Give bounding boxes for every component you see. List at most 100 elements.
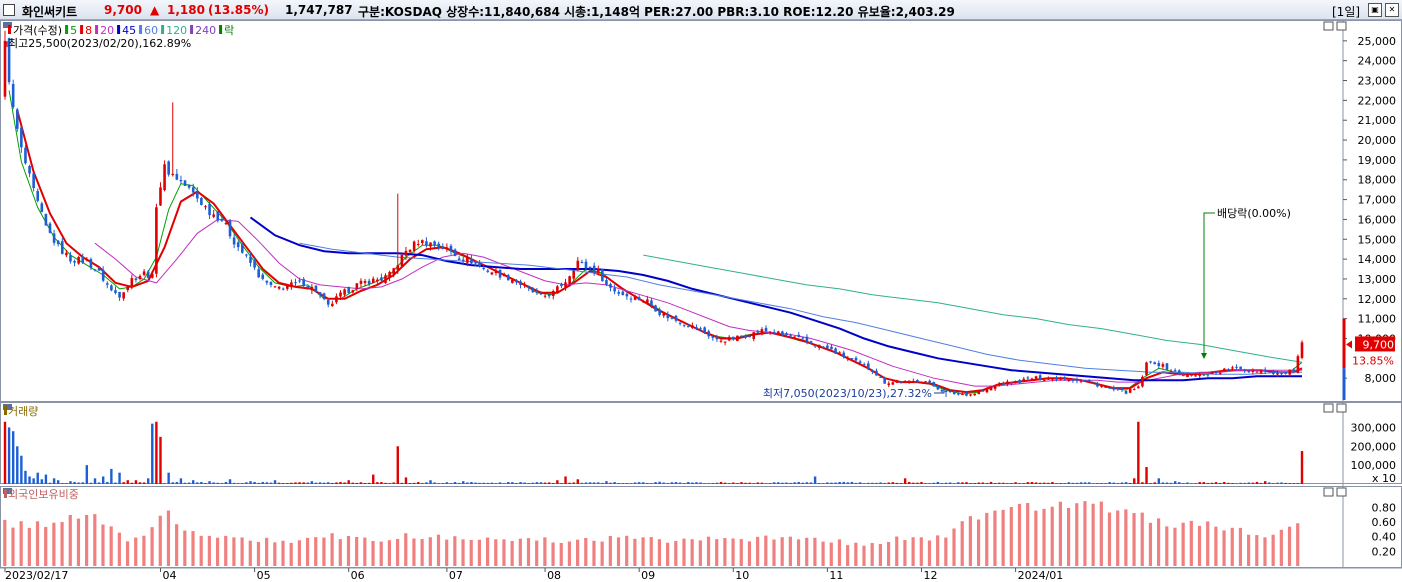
candle-body	[236, 242, 240, 248]
candle-body	[903, 380, 907, 383]
candle-body	[277, 286, 281, 289]
foreign-ratio-bar	[584, 538, 588, 566]
candle-body	[273, 286, 277, 288]
date-tick-label: 09	[641, 569, 655, 582]
candle-body	[1038, 375, 1042, 380]
close-icon[interactable]: ✕	[1385, 3, 1399, 17]
pane-close-icon[interactable]	[1336, 403, 1347, 413]
select-checkbox[interactable]	[3, 4, 15, 16]
volume-bar	[621, 483, 625, 484]
candle-body	[466, 257, 469, 263]
price-pane-menu-icon[interactable]	[3, 22, 12, 28]
candle-body	[445, 247, 449, 249]
maximize-icon[interactable]: ▣	[1368, 3, 1382, 17]
candle-body	[838, 352, 841, 354]
change-arrow-icon: ▲	[150, 3, 160, 17]
candle-body	[1165, 363, 1169, 370]
candle-body	[253, 260, 256, 268]
foreign-ratio-bar	[715, 539, 719, 566]
candle-body	[768, 332, 772, 334]
volume-bar	[1043, 482, 1046, 484]
volume-bar	[1133, 478, 1136, 484]
foreign-ratio-bar	[3, 519, 7, 566]
candle-body	[146, 271, 150, 279]
foreign-ratio-bar	[780, 537, 784, 566]
candle-body	[306, 286, 310, 288]
candle-body	[1047, 378, 1050, 380]
volume-bar	[1120, 482, 1124, 484]
candle-body	[257, 269, 260, 278]
pane-close-icon[interactable]	[1336, 487, 1347, 497]
volume-bar	[56, 480, 60, 484]
volume-bar	[1206, 483, 1210, 484]
candle-body	[204, 206, 207, 208]
candle-body	[1128, 388, 1132, 393]
volume-bar	[1284, 482, 1287, 484]
candle-body	[101, 269, 105, 281]
legend-entry: 8	[85, 24, 92, 37]
foreign-ratio-bar	[355, 537, 359, 566]
volume-bar	[1194, 483, 1197, 484]
volume-bar	[147, 478, 150, 484]
price-change-pct: (13.85%)	[208, 3, 269, 17]
stock-info: 구분:KOSDAQ 상장수:11,840,684 시총:1,148억 PER:2…	[358, 5, 955, 19]
volume-bar	[486, 482, 489, 484]
volume-bar	[1153, 482, 1156, 484]
volume-bar	[822, 483, 825, 484]
volume-bar	[838, 482, 841, 484]
price-tick-label: 18,000	[1358, 174, 1397, 187]
volume-bar	[290, 482, 293, 484]
candle-body	[670, 317, 674, 319]
volume-bar	[531, 482, 535, 484]
volume-bar	[449, 483, 453, 484]
foreign-ratio-bar	[821, 541, 825, 566]
volume-pane-menu-icon[interactable]	[3, 404, 12, 410]
volume-bar	[1288, 483, 1291, 484]
volume-bar	[981, 482, 985, 484]
foreign-ratio-bar	[796, 539, 801, 566]
volume-bar	[7, 427, 11, 484]
volume-bar	[658, 481, 661, 484]
foreign-ratio-bar	[1132, 513, 1136, 566]
candle-body	[842, 352, 846, 358]
pane-restore-icon[interactable]	[1323, 21, 1334, 31]
candle-body	[695, 327, 698, 330]
candle-body	[907, 380, 911, 382]
candle-body	[183, 180, 187, 186]
candle-body	[1239, 366, 1242, 369]
pane-restore-icon[interactable]	[1323, 487, 1334, 497]
volume-bar	[903, 478, 907, 484]
period-selector[interactable]: [1일]	[1332, 5, 1361, 19]
candle-body	[965, 393, 968, 396]
candle-body	[719, 340, 723, 342]
candle-body	[613, 288, 616, 292]
volume-bar	[715, 482, 719, 484]
foreign-ratio-bar	[281, 540, 285, 566]
date-tick-label: 11	[829, 569, 843, 582]
candle-body	[1120, 387, 1124, 390]
candle-body	[1087, 380, 1091, 382]
foreign-ratio-bar	[265, 537, 269, 566]
volume-bar	[81, 482, 84, 484]
candle-body	[957, 393, 960, 395]
candle-body	[298, 280, 301, 282]
foreign-ratio-bar	[436, 534, 441, 566]
candle-body	[887, 383, 891, 386]
pane-restore-icon[interactable]	[1323, 403, 1334, 413]
volume-bar	[1186, 482, 1189, 484]
pane-close-icon[interactable]	[1336, 21, 1347, 31]
volume-bar	[969, 483, 972, 484]
foreign-ratio-bar	[1238, 527, 1243, 566]
price-tick-label: 17,000	[1358, 194, 1397, 207]
candle-body	[633, 296, 637, 300]
volume-bar	[175, 482, 179, 484]
price-tick-label: 20,000	[1358, 134, 1397, 147]
candle-body	[502, 273, 506, 277]
volume-bar	[122, 482, 125, 484]
foreign-pane-menu-icon[interactable]	[3, 488, 12, 494]
volume-bar	[478, 482, 481, 484]
volume-bar	[576, 479, 580, 484]
foreign-ratio-bar	[1058, 501, 1063, 566]
volume-bar	[1214, 482, 1218, 484]
foreign-ratio-bar	[903, 540, 907, 566]
